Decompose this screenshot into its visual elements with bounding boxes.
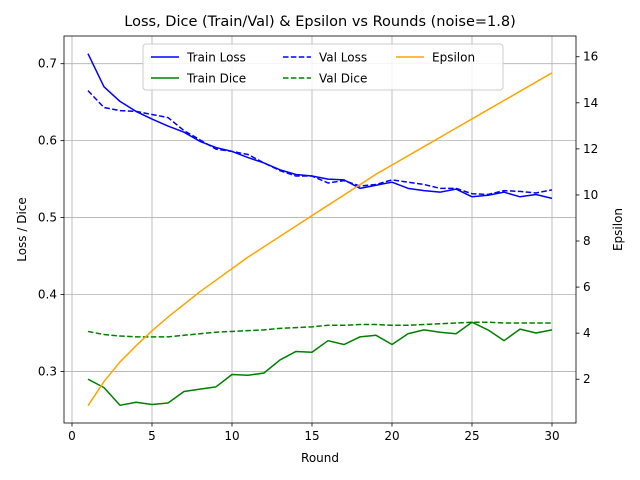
x-tick-label: 10 <box>224 429 239 443</box>
chart-title: Loss, Dice (Train/Val) & Epsilon vs Roun… <box>124 14 515 30</box>
series-line-train-dice <box>87 321 553 407</box>
y-right-tick-label: 4 <box>583 326 591 340</box>
y-left-tick-label: 0.7 <box>38 57 57 71</box>
y-left-axis-label: Loss / Dice <box>15 197 29 262</box>
plot-frame <box>63 35 577 424</box>
series-line-val-dice <box>87 321 552 338</box>
y-right-tick-label: 12 <box>583 142 598 156</box>
y-right-tick-label: 2 <box>583 372 591 386</box>
series-line-val-loss <box>87 90 553 196</box>
legend-label-train-dice: Train Dice <box>186 72 246 86</box>
x-tick-label: 30 <box>544 429 559 443</box>
legend-label-val-dice: Val Dice <box>319 72 367 86</box>
x-tick-label: 0 <box>68 429 76 443</box>
x-tick-label: 25 <box>464 429 479 443</box>
y-right-tick-label: 10 <box>583 188 598 202</box>
x-tick-label: 15 <box>304 429 319 443</box>
x-axis-label: Round <box>301 451 339 465</box>
y-left-tick-label: 0.3 <box>38 364 57 378</box>
y-right-tick-label: 14 <box>583 96 598 110</box>
legend-label-train-loss: Train Loss <box>186 51 246 65</box>
legend-label-val-loss: Val Loss <box>319 51 367 65</box>
y-left-tick-label: 0.6 <box>38 134 57 148</box>
series-line-epsilon <box>87 72 553 407</box>
y-left-tick-label: 0.5 <box>38 211 57 225</box>
y-right-tick-label: 6 <box>583 280 591 294</box>
legend-box <box>142 43 504 91</box>
x-tick-label: 5 <box>148 429 156 443</box>
y-right-tick-label: 8 <box>583 234 591 248</box>
y-right-tick-label: 16 <box>583 50 598 64</box>
y-right-axis-label: Epsilon <box>611 208 625 251</box>
x-tick-label: 20 <box>384 429 399 443</box>
series-line-train-loss <box>87 53 553 200</box>
legend-label-epsilon: Epsilon <box>432 51 475 65</box>
y-left-tick-label: 0.4 <box>38 288 57 302</box>
